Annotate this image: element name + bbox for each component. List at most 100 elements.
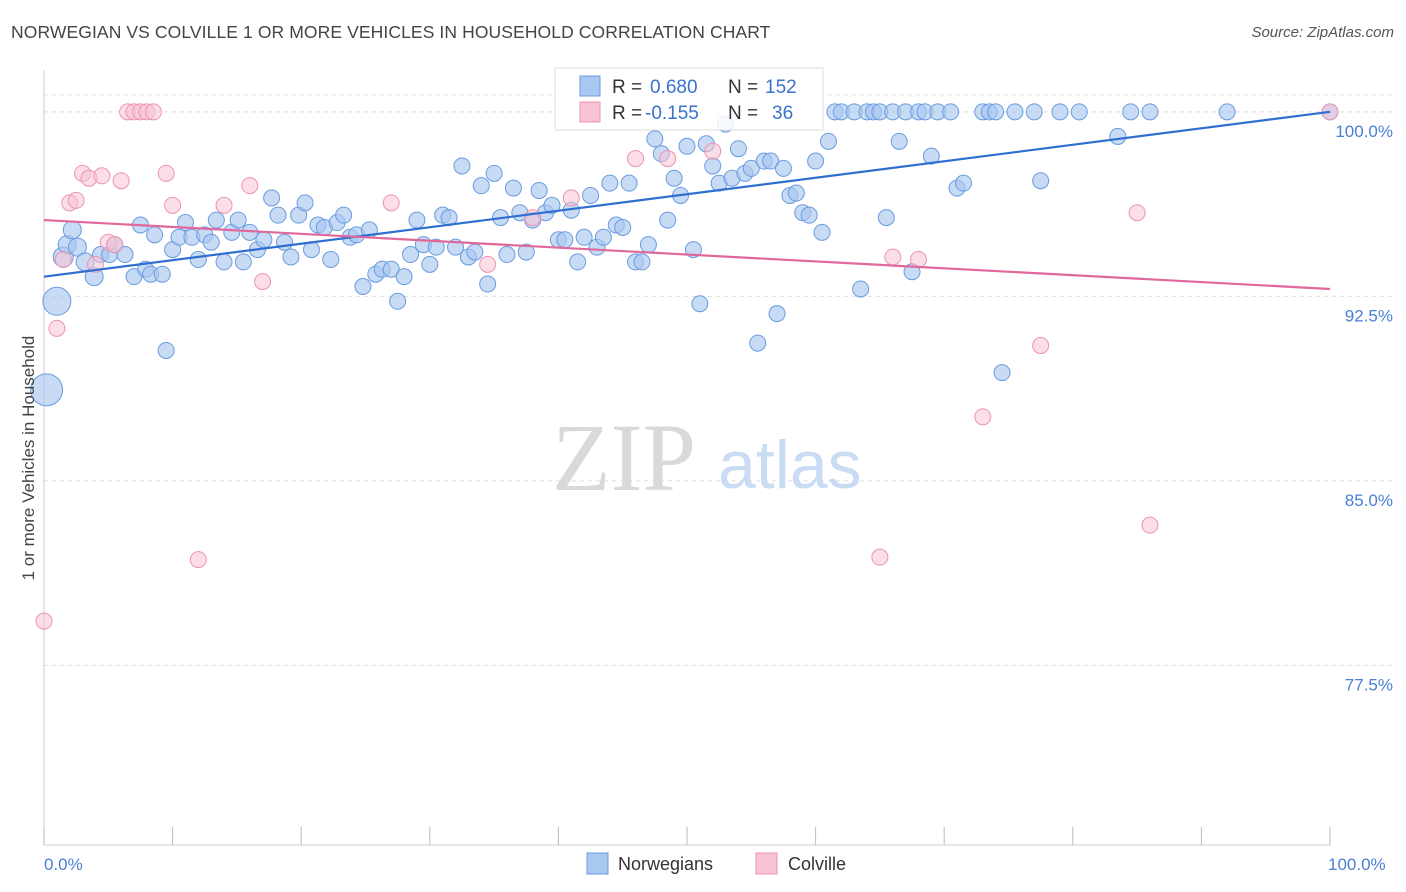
point-norwegians [594,228,612,246]
point-norwegians [768,305,786,323]
point-norwegians [704,157,722,175]
point-norwegians [427,238,445,256]
point-colville [659,150,677,168]
point-norwegians [207,211,225,229]
point-norwegians [116,246,134,264]
trend-line-norwegians [43,110,1331,278]
legend-n-value-1: 152 [765,77,797,98]
x-tick-label-0: 0.0% [44,855,83,874]
legend-n-label-1: N = [728,77,758,98]
point-norwegians [639,236,657,254]
point-colville [1032,337,1050,355]
point-norwegians [665,169,683,187]
point-norwegians [382,260,400,278]
point-colville [884,248,902,266]
point-colville [524,209,542,227]
bottom-legend-label-norwegians: Norwegians [618,854,713,874]
point-norwegians [1051,103,1069,121]
x-tick-label-100: 100.0% [1328,855,1386,874]
point-norwegians [807,152,825,170]
point-norwegians [189,250,207,268]
point-norwegians [659,211,677,229]
point-norwegians [255,231,273,249]
y-tick-label: 100.0% [1335,122,1393,141]
point-norwegians [762,152,780,170]
point-colville [241,177,259,195]
point-norwegians [234,253,252,271]
point-norwegians [1025,103,1043,121]
legend-swatch-norwegians [579,75,601,97]
point-norwegians [402,246,420,264]
point-colville [67,191,85,209]
point-colville [974,408,992,426]
point-colville [93,167,111,185]
legend-n-label-2: N = [728,103,758,124]
point-norwegians [575,228,593,246]
point-norwegians [729,140,747,158]
legend-swatch-colville [579,101,601,123]
point-norwegians [389,292,407,310]
point-norwegians [774,159,792,177]
point-colville [254,273,272,291]
y-tick-label: 85.0% [1345,491,1393,510]
point-norwegians [1122,103,1140,121]
point-norwegians [800,206,818,224]
point-norwegians [530,182,548,200]
point-norwegians [202,233,220,251]
chart-source: Source: ZipAtlas.com [1251,24,1394,41]
y-tick-labels: 77.5% 85.0% 92.5% 100.0% [1335,122,1393,695]
point-norwegians [749,334,767,352]
point-colville [479,255,497,273]
point-norwegians [485,164,503,182]
point-norwegians [421,255,439,273]
watermark-zip: ZIP [552,404,696,511]
point-norwegians [466,243,484,261]
point-norwegians [275,233,293,251]
point-norwegians [269,206,287,224]
watermark-atlas: atlas [718,427,862,503]
point-norwegians [153,265,171,283]
chart-title: NORWEGIAN VS COLVILLE 1 OR MORE VEHICLES… [11,22,771,42]
point-colville [164,196,182,214]
bottom-legend-label-colville: Colville [788,854,846,874]
y-axis-label: 1 or more Vehicles in Household [19,336,38,581]
point-norwegians [922,147,940,165]
trend-line-colville [43,218,1331,291]
point-colville [909,250,927,268]
point-norwegians [517,243,535,261]
point-norwegians [819,132,837,150]
point-norwegians [472,177,490,195]
y-tick-label: 77.5% [1345,675,1393,694]
point-norwegians [1141,103,1159,121]
point-colville [382,194,400,212]
point-norwegians [146,226,164,244]
trend-lines [43,110,1331,291]
point-norwegians [408,211,426,229]
series-legend: Norwegians Colville [586,852,846,875]
point-norwegians [395,268,413,286]
legend-n-value-2: 36 [772,103,793,124]
point-norwegians [813,223,831,241]
point-norwegians [479,275,497,293]
legend-r-value-1: 0.680 [650,77,698,98]
point-norwegians [498,246,516,264]
y-tick-label: 92.5% [1345,306,1393,325]
bottom-legend-swatch-colville [755,852,778,875]
point-norwegians [354,278,372,296]
point-norwegians [993,364,1011,382]
point-norwegians [1006,103,1024,121]
point-norwegians [787,184,805,202]
point-norwegians [504,179,522,197]
point-colville [1141,516,1159,534]
point-colville [627,150,645,168]
bottom-legend-swatch-norwegians [586,852,609,875]
point-norwegians [601,174,619,192]
point-norwegians [987,103,1005,121]
point-norwegians [691,295,709,313]
point-norwegians [62,220,82,240]
point-norwegians [1218,103,1236,121]
point-colville [106,236,124,254]
point-norwegians [282,248,300,266]
point-colville [144,103,162,121]
point-colville [189,551,207,569]
